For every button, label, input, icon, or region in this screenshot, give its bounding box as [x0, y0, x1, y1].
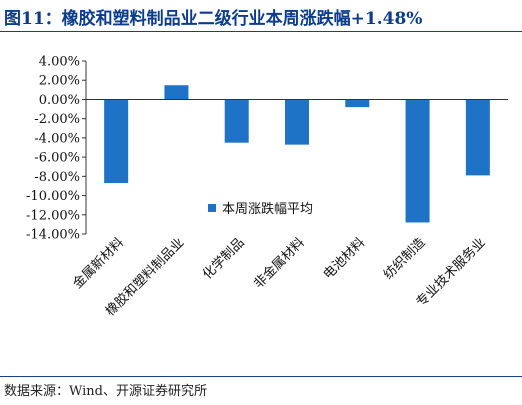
x-category-label: 非金属材料 — [251, 235, 308, 292]
bar-纺织制造 — [405, 99, 430, 223]
legend-label: 本周涨跌幅平均 — [222, 201, 313, 217]
chart-title: 图11：橡胶和塑料制品业二级行业本周涨跌幅+1.48% — [4, 9, 423, 29]
y-tick-label: -4.00% — [34, 131, 80, 146]
y-tick-label: -6.00% — [34, 151, 80, 166]
y-tick-label: -8.00% — [34, 170, 80, 185]
x-category-label: 金属新材料 — [70, 235, 127, 292]
bar-金属新材料 — [104, 99, 129, 184]
legend-swatch — [208, 204, 216, 212]
y-tick-label: 0.00% — [39, 93, 80, 108]
bar-橡胶和塑料制品业 — [164, 85, 189, 100]
bar-电池材料 — [345, 99, 370, 108]
bar-化学制品 — [224, 99, 249, 143]
source-note: 数据来源：Wind、开源证券研究所 — [4, 384, 207, 399]
y-tick-label: 2.00% — [39, 74, 80, 89]
legend: 本周涨跌幅平均 — [208, 201, 313, 217]
y-tick-label: -2.00% — [34, 112, 80, 127]
bar-series — [104, 85, 490, 223]
axes — [85, 61, 508, 234]
footer-divider — [0, 376, 522, 377]
y-tick-label: -10.00% — [26, 189, 80, 204]
title-divider — [0, 31, 522, 32]
bar-chart: 4.00% 2.00% 0.00% -2.00% -4.00% -6.00% -8.00% -… — [26, 55, 508, 320]
x-category-label: 电池材料 — [321, 235, 368, 282]
y-tick-label: -12.00% — [26, 208, 80, 223]
bar-专业技术服务业 — [465, 99, 490, 176]
x-category-label: 化学制品 — [199, 235, 247, 283]
y-tick-label: -14.00% — [26, 228, 80, 243]
bar-非金属材料 — [285, 99, 309, 145]
x-category-label: 纺织制造 — [381, 235, 428, 282]
y-axis-ticks: 4.00% 2.00% 0.00% -2.00% -4.00% -6.00% -8.00% -… — [26, 55, 86, 243]
y-tick-label: 4.00% — [39, 55, 80, 70]
